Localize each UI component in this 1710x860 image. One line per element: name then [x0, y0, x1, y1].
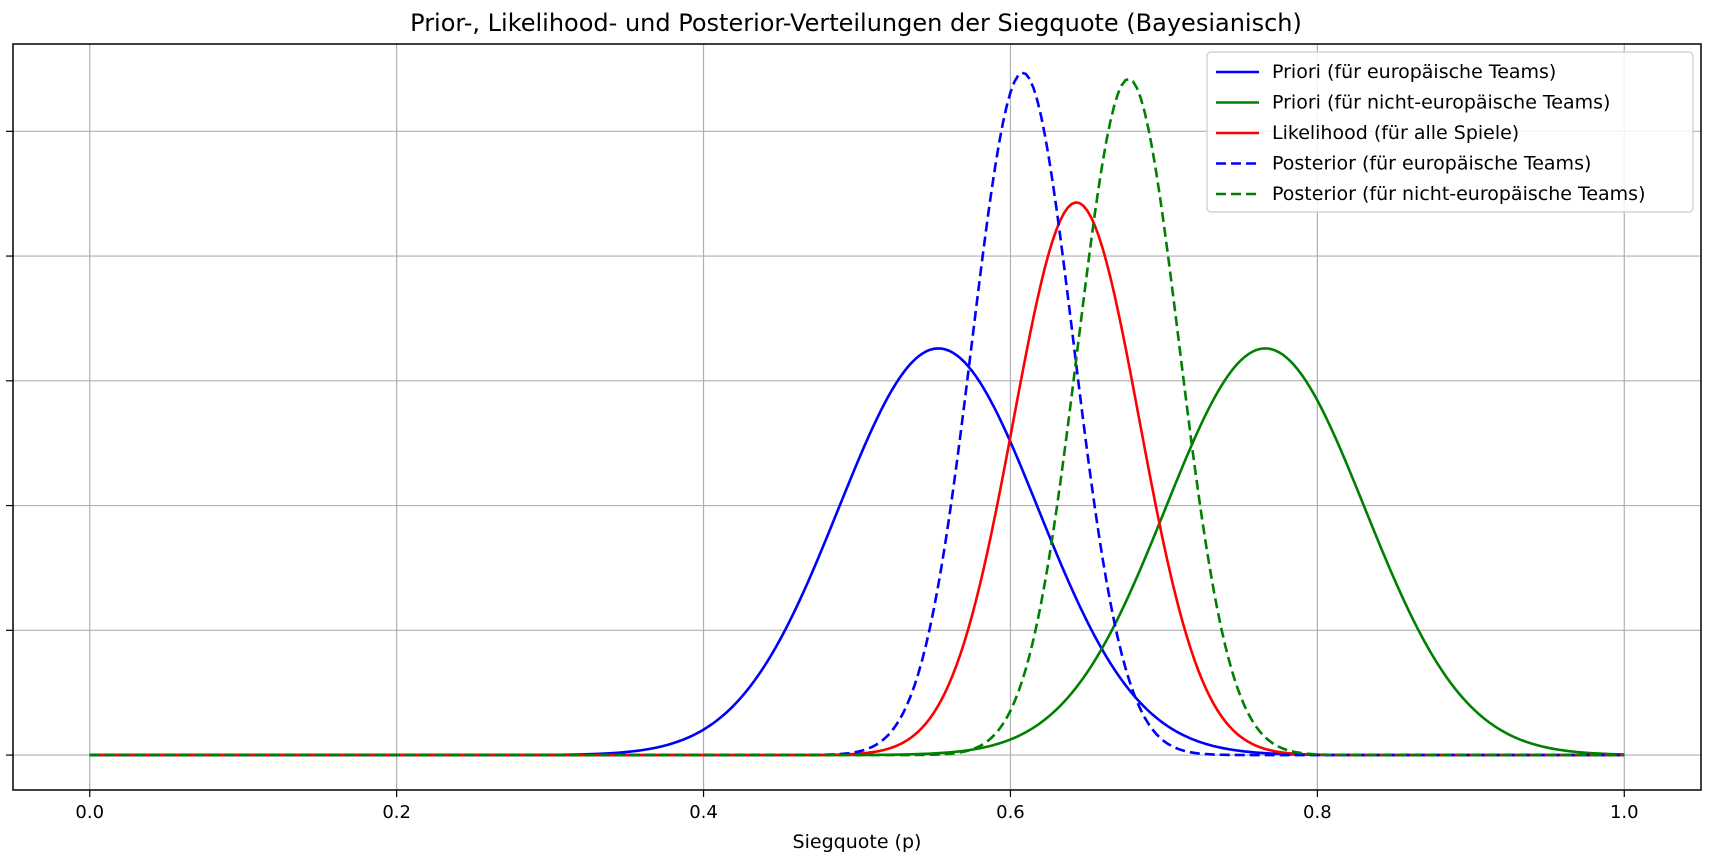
legend-box: [1206, 51, 1694, 213]
x-tick-label: 0.4: [689, 802, 718, 823]
legend-label: Priori (für europäische Teams): [1272, 61, 1556, 83]
x-tick-label: 0.0: [75, 802, 104, 823]
legend-label: Priori (für nicht-europäische Teams): [1272, 92, 1610, 114]
series-line-2: [89, 347, 1625, 757]
x-axis: 0.0 0.2 0.4 0.6 0.8 1.0: [75, 790, 1639, 823]
x-tick-label: 0.2: [382, 802, 411, 823]
x-tick-label: 0.6: [996, 802, 1025, 823]
legend: Priori (für europäische Teams) Priori (fü…: [1206, 51, 1694, 213]
legend-label: Posterior (für europäische Teams): [1272, 153, 1591, 175]
series-lines: [89, 71, 1625, 757]
legend-label: Likelihood (für alle Spiele): [1272, 122, 1519, 144]
x-tick-label: 1.0: [1610, 802, 1639, 823]
x-tick-label: 0.8: [1303, 802, 1332, 823]
x-axis-label: Siegquote (p): [793, 831, 922, 853]
legend-label: Posterior (für nicht-europäische Teams): [1272, 183, 1646, 205]
series-line-3: [89, 201, 1625, 757]
series-line-5: [89, 77, 1625, 757]
y-axis: [6, 130, 13, 756]
series-line-1: [89, 347, 1625, 757]
chart-title: Prior-, Likelihood- und Posterior-Vertei…: [410, 9, 1302, 37]
plot-frame: [12, 43, 1702, 791]
